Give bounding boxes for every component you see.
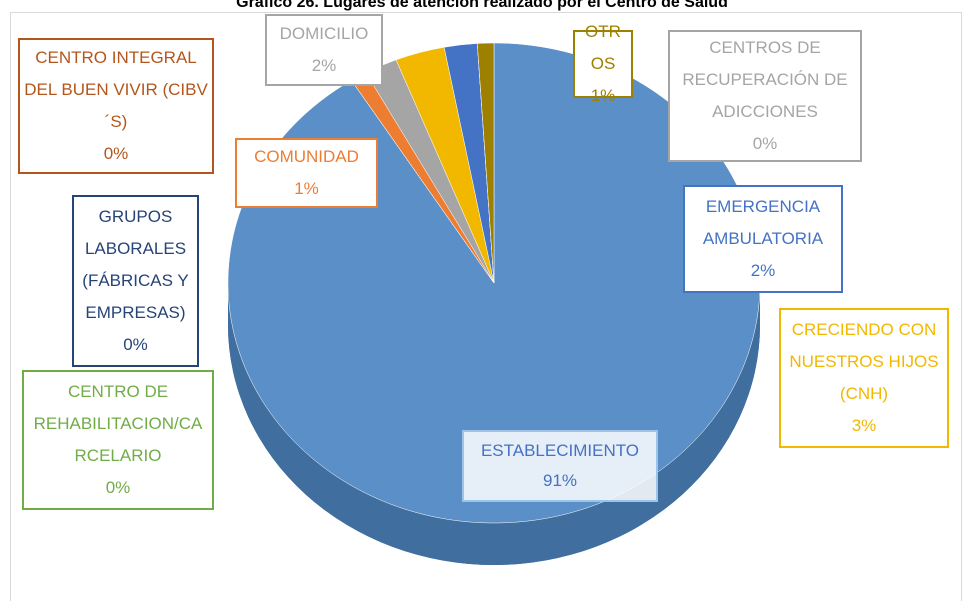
data-label: CENTRO INTEGRAL DEL BUEN VIVIR (CIBV´S) 0… (18, 38, 214, 174)
category-label: EMERGENCIA AMBULATORIA (702, 197, 824, 248)
data-label: DOMICILIO 2% (265, 14, 383, 86)
data-label: ESTABLECIMIENTO 91% (462, 430, 658, 502)
category-label: CENTROS DE RECUPERACIÓN DE ADICCIONES (682, 38, 848, 121)
category-label: CENTRO DE REHABILITACION/CARCELARIO (33, 382, 203, 465)
value-label: 0% (123, 335, 148, 354)
category-label: DOMICILIO (279, 24, 369, 43)
value-label: 0% (752, 134, 778, 153)
category-label: CENTRO INTEGRAL DEL BUEN VIVIR (CIBV´S) (24, 48, 208, 131)
plot-frame (10, 12, 962, 601)
data-label: OTROS 1% (573, 22, 633, 105)
data-label: COMUNIDAD 1% (235, 138, 378, 208)
value-label: 3% (851, 416, 877, 435)
category-label: OTROS (585, 22, 621, 73)
value-label: 2% (750, 261, 776, 280)
data-label: CRECIENDO CON NUESTROS HIJOS (CNH) 3% (779, 308, 949, 448)
category-label: ESTABLECIMIENTO (480, 441, 640, 460)
category-label: GRUPOS LABORALES (FÁBRICAS Y EMPRESAS) (82, 207, 189, 322)
chart-title: Gráfico 26. Lugares de atención realizad… (236, 0, 728, 11)
data-label: EMERGENCIA AMBULATORIA 2% (683, 185, 843, 293)
value-label: 91% (542, 471, 578, 490)
pie-slice (477, 42, 495, 284)
data-label: CENTROS DE RECUPERACIÓN DE ADICCIONES 0% (668, 30, 862, 162)
data-label: GRUPOS LABORALES (FÁBRICAS Y EMPRESAS) 0% (72, 195, 199, 367)
value-label: 1% (294, 179, 319, 198)
value-label: 0% (103, 144, 129, 163)
category-label: COMUNIDAD (254, 147, 359, 166)
category-label: CRECIENDO CON NUESTROS HIJOS (CNH) (789, 320, 939, 403)
value-label: 2% (311, 56, 337, 75)
data-label: CENTRO DE REHABILITACION/CARCELARIO 0% (22, 370, 214, 510)
value-label: 1% (590, 86, 616, 105)
value-label: 0% (105, 478, 131, 497)
